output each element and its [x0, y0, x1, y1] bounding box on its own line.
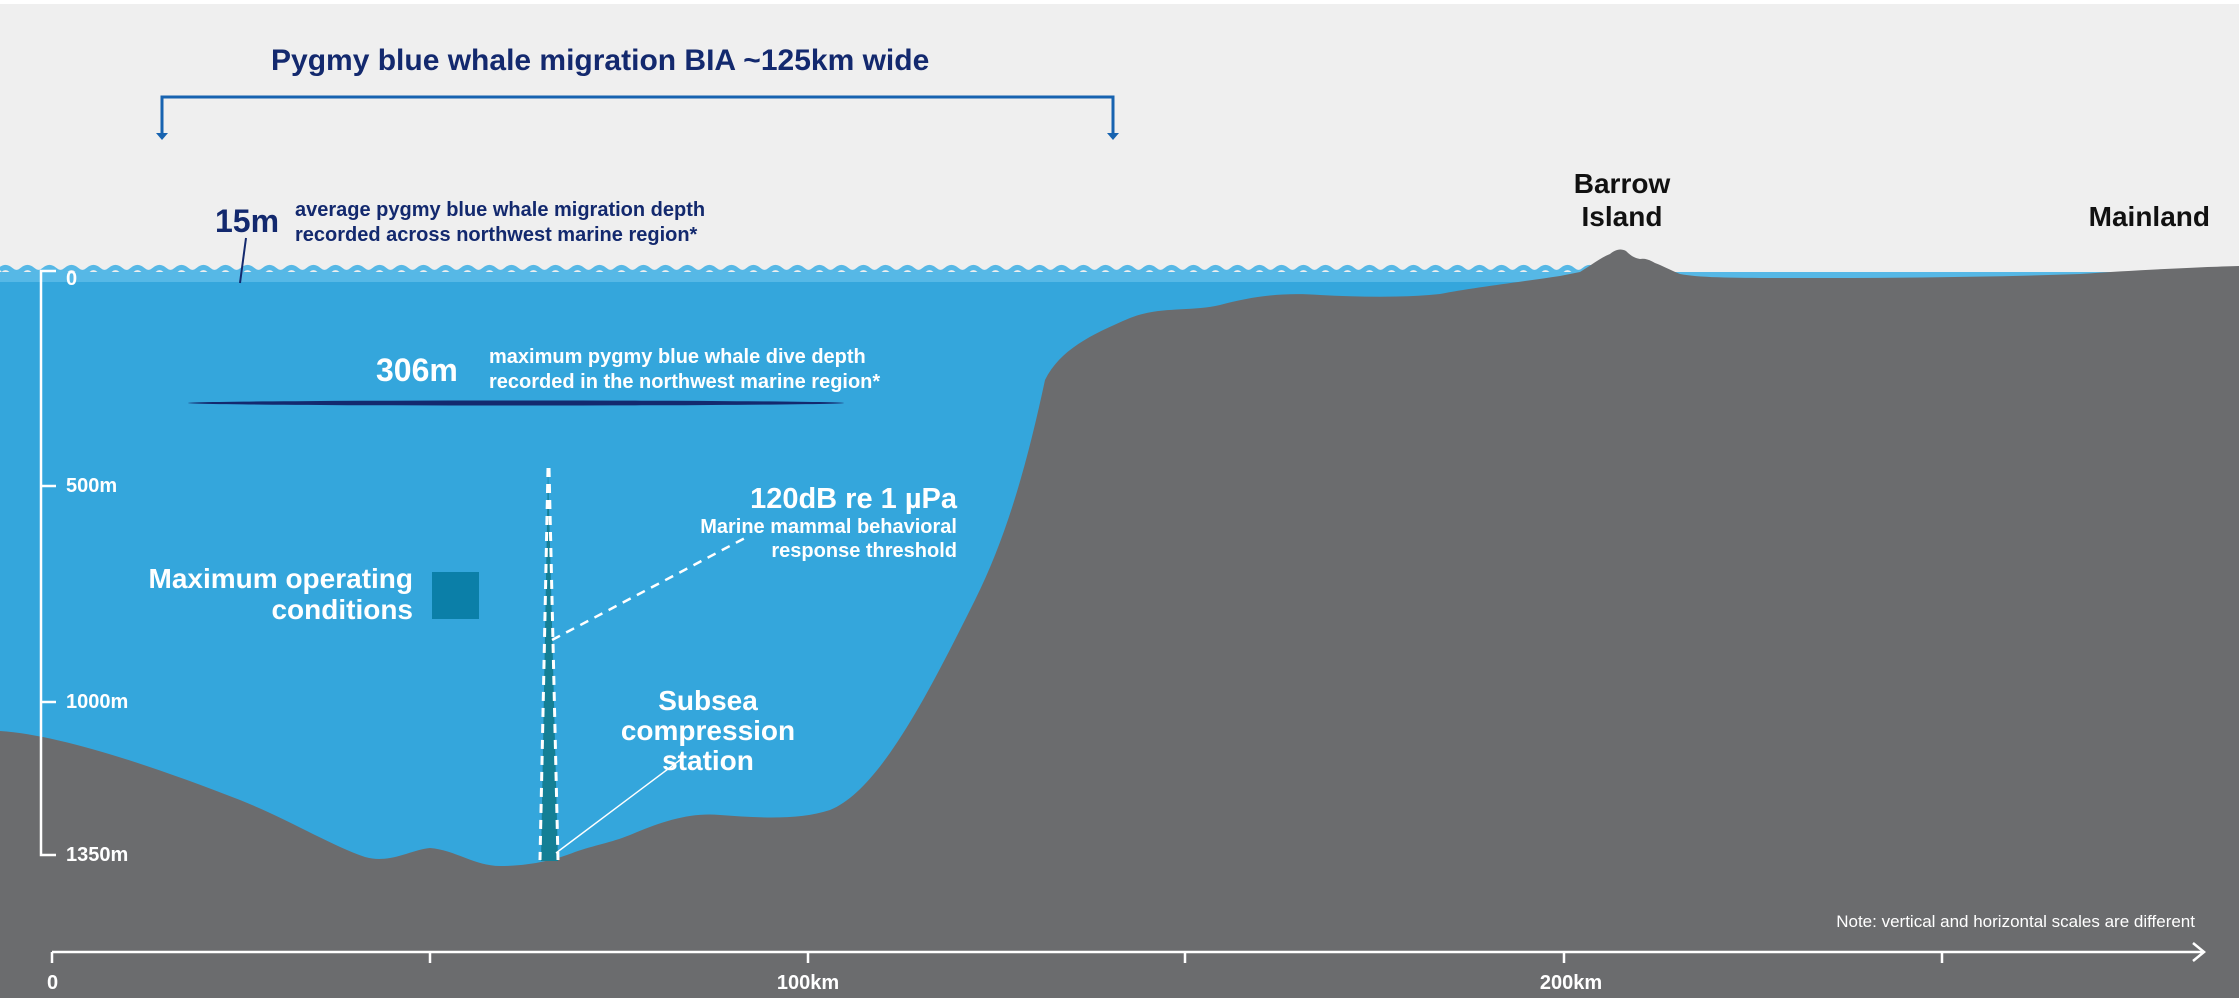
- migration-depth-value: 15m: [215, 203, 280, 239]
- barrow-label-line1: Barrow: [1573, 168, 1671, 199]
- migration-depth-line2: recorded across northwest marine region*: [295, 224, 698, 246]
- mainland-label: Mainland: [2088, 201, 2210, 232]
- station-leader: [555, 756, 685, 854]
- depth-tick-label-1350: 1350m: [66, 844, 129, 866]
- operating-label-line1: Maximum operating: [148, 563, 413, 594]
- noise-threshold-leader: [551, 536, 746, 642]
- distance-tick-label-200: 200km: [1539, 972, 1603, 994]
- depth-tick-label-0: 0: [66, 268, 78, 290]
- seafloor-profile: [0, 249, 2239, 998]
- depth-tick-label-500: 500m: [66, 475, 118, 497]
- noise-threshold-line2: response threshold: [771, 540, 957, 562]
- bracket-arrow-left: [156, 133, 168, 140]
- scale-note: Note: vertical and horizontal scales are…: [1836, 912, 2195, 931]
- dive-depth-line1: maximum pygmy blue whale dive depth: [489, 346, 866, 368]
- plume-edge-left: [538, 467, 550, 861]
- station-label-line3: station: [662, 745, 754, 776]
- bia-bracket: [160, 95, 1115, 138]
- noise-threshold-line1: Marine mammal behavioral: [700, 516, 957, 538]
- distance-axis-arrow: [2192, 942, 2206, 962]
- sound-plume: [541, 466, 558, 861]
- operating-conditions-marker: [432, 572, 479, 619]
- station-label-line1: Subsea: [658, 685, 758, 716]
- distance-tick-label-100: 100km: [776, 972, 840, 994]
- operating-label-line2: conditions: [271, 594, 413, 625]
- station-label-line2: compression: [620, 715, 796, 746]
- distance-tick-label-0: 0: [47, 972, 59, 994]
- surface-waves: [0, 265, 1608, 275]
- migration-depth-line1: average pygmy blue whale migration depth: [295, 199, 706, 221]
- barrow-label-line2: Island: [1581, 201, 1663, 232]
- migration-depth-pointer: [239, 237, 247, 284]
- dive-depth-value: 306m: [376, 352, 458, 388]
- bia-title: Pygmy blue whale migration BIA ~125km wi…: [271, 44, 930, 77]
- depth-tick-label-1000: 1000m: [66, 691, 129, 713]
- plume-edge-right: [547, 467, 560, 861]
- noise-threshold-value: 120dB re 1 µPa: [750, 483, 957, 515]
- dive-depth-line: [188, 400, 844, 406]
- depth-axis-line: [39, 269, 56, 857]
- dive-depth-line2: recorded in the northwest marine region*: [489, 371, 881, 393]
- bracket-arrow-right: [1107, 133, 1119, 140]
